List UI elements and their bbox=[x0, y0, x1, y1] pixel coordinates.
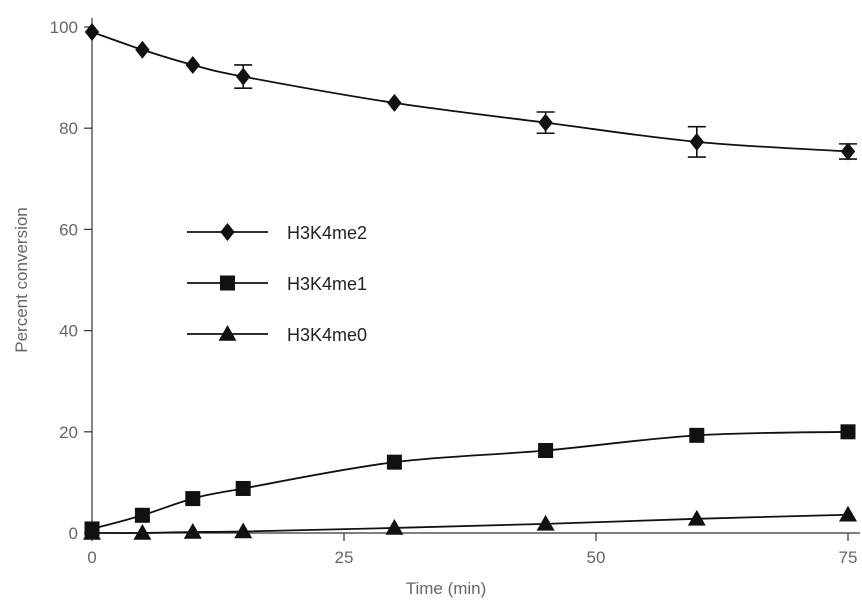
data-point-h3k4me0 bbox=[234, 522, 253, 539]
series-layer bbox=[83, 23, 857, 540]
data-point-h3k4me1 bbox=[185, 491, 201, 507]
axes bbox=[91, 18, 860, 534]
y-tick-label: 80 bbox=[59, 119, 78, 138]
data-point-h3k4me1 bbox=[386, 454, 402, 470]
data-point-h3k4me1 bbox=[538, 443, 554, 459]
legend-label-h3k4me2: H3K4me2 bbox=[287, 223, 367, 243]
legend-marker-h3k4me2 bbox=[220, 223, 235, 241]
y-tick-label: 100 bbox=[50, 18, 78, 37]
x-tick-label: 25 bbox=[335, 548, 354, 567]
series-line-h3k4me1 bbox=[91, 430, 849, 530]
series-h3k4me1 bbox=[84, 424, 856, 537]
y-tick-label: 60 bbox=[59, 220, 78, 239]
legend-label-h3k4me1: H3K4me1 bbox=[287, 274, 367, 294]
data-point-h3k4me2 bbox=[689, 132, 704, 151]
x-tick-label: 75 bbox=[839, 548, 858, 567]
series-line-h3k4me0 bbox=[91, 513, 849, 534]
data-point-h3k4me2 bbox=[538, 113, 553, 132]
y-axis-title: Percent conversion bbox=[12, 207, 31, 353]
x-tick-label: 50 bbox=[587, 548, 606, 567]
data-point-h3k4me2 bbox=[84, 23, 100, 42]
data-point-h3k4me0 bbox=[133, 524, 152, 540]
data-point-h3k4me1 bbox=[235, 480, 251, 496]
data-point-h3k4me0 bbox=[536, 514, 555, 531]
legend-label-h3k4me0: H3K4me0 bbox=[287, 325, 367, 345]
data-point-h3k4me0 bbox=[687, 509, 706, 526]
data-point-h3k4me0 bbox=[83, 524, 101, 540]
y-tick-label: 0 bbox=[69, 524, 78, 543]
data-point-h3k4me2 bbox=[135, 40, 150, 59]
data-point-h3k4me1 bbox=[689, 427, 705, 443]
data-point-h3k4me2 bbox=[387, 93, 402, 112]
data-point-h3k4me1 bbox=[134, 507, 150, 523]
legend-marker-h3k4me1 bbox=[220, 275, 235, 291]
y-tick-label: 20 bbox=[59, 423, 78, 442]
legend-marker-h3k4me0 bbox=[218, 325, 237, 341]
y-tick-label: 40 bbox=[59, 322, 78, 341]
data-point-h3k4me0 bbox=[183, 522, 202, 539]
data-point-h3k4me0 bbox=[839, 505, 857, 522]
data-point-h3k4me2 bbox=[185, 55, 200, 74]
data-point-h3k4me0 bbox=[385, 518, 404, 535]
x-tick-label: 0 bbox=[87, 548, 96, 567]
data-point-h3k4me1 bbox=[840, 424, 856, 440]
series-line-h3k4me2 bbox=[91, 31, 849, 153]
series-h3k4me2 bbox=[84, 23, 857, 161]
tick-group: 0 20 40 60 80 100 0 25 50 75 bbox=[50, 18, 858, 567]
data-point-h3k4me2 bbox=[236, 67, 251, 86]
x-axis-title: Time (min) bbox=[406, 579, 487, 598]
series-h3k4me0 bbox=[83, 505, 857, 540]
legend: H3K4me2 H3K4me1 H3K4me0 bbox=[187, 223, 367, 345]
data-point-h3k4me2 bbox=[840, 142, 856, 161]
